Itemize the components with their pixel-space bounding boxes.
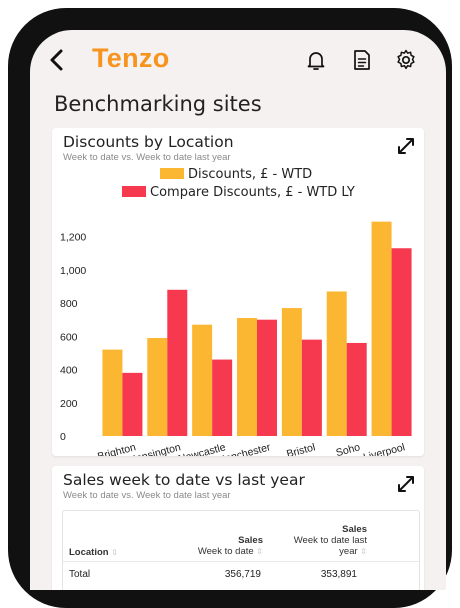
y-tick-label: 800 (60, 298, 78, 310)
bar (102, 349, 123, 436)
column-header-location[interactable]: Location ⇳ (69, 547, 118, 558)
bar (301, 339, 322, 436)
card-subtitle: Week to date vs. Week to date last year (63, 152, 231, 163)
y-tick-label: 0 (60, 431, 66, 443)
back-arrow-icon[interactable] (44, 46, 70, 74)
table-cell-sales-last-year: 353,891 (320, 569, 357, 580)
table-divider (63, 561, 419, 562)
bar (346, 342, 367, 436)
bar (147, 337, 168, 436)
sales-table: Location ⇳ Sales Week to date ⇳ Sales We… (62, 510, 420, 590)
bar (281, 308, 302, 436)
bell-icon[interactable] (304, 48, 328, 72)
y-tick-label: 200 (60, 398, 78, 410)
x-tick-label: Liverpool (362, 441, 406, 456)
legend-swatch (160, 168, 184, 179)
card-title: Sales week to date vs last year (63, 471, 305, 489)
sort-icon: ⇳ (111, 548, 118, 557)
card-title: Discounts by Location (63, 133, 234, 151)
legend-swatch (122, 186, 146, 197)
x-tick-label: Kensington (128, 441, 182, 456)
card-subtitle: Week to date vs. Week to date last year (63, 490, 231, 501)
y-tick-label: 400 (60, 365, 78, 377)
bar (326, 291, 347, 436)
legend-label: Discounts, £ - WTD (188, 167, 312, 182)
bar (237, 318, 257, 436)
bar (167, 289, 188, 436)
gear-icon[interactable] (394, 48, 418, 72)
legend-label: Compare Discounts, £ - WTD LY (150, 185, 355, 200)
y-tick-label: 1,000 (60, 265, 86, 277)
bar (257, 319, 277, 436)
discounts-chart-card: Discounts by Location Week to date vs. W… (52, 128, 424, 456)
sales-table-card: Sales week to date vs last year Week to … (52, 466, 424, 590)
app-logo: Tenzo (92, 43, 170, 73)
x-tick-label: Bristol (285, 441, 316, 456)
bar (192, 324, 213, 436)
x-tick-label: Soho (335, 441, 362, 456)
y-tick-label: 1,200 (60, 232, 86, 244)
document-icon[interactable] (350, 48, 374, 72)
expand-icon[interactable] (396, 136, 416, 156)
table-cell-location: Total (69, 569, 91, 580)
bar (391, 248, 412, 436)
sort-icon: ⇳ (256, 547, 263, 556)
column-header-sales[interactable]: Sales Week to date ⇳ (197, 535, 263, 557)
bar (371, 221, 392, 436)
discounts-bar-chart: Discounts, £ - WTD Compare Discounts, £ -… (60, 167, 412, 456)
page-title: Benchmarking sites (54, 92, 262, 116)
phone-frame: Tenzo Benchmarking sites Discounts by Lo… (8, 8, 452, 608)
bar (212, 359, 233, 436)
sort-icon: ⇳ (360, 547, 367, 556)
bar (122, 372, 143, 436)
top-bar: Tenzo (30, 30, 446, 92)
table-cell-sales: 356,719 (224, 569, 261, 580)
app-screen: Tenzo Benchmarking sites Discounts by Lo… (30, 30, 446, 590)
column-header-sales-last-year[interactable]: Sales Week to date last year ⇳ (293, 524, 367, 557)
expand-icon[interactable] (396, 474, 416, 494)
y-tick-label: 600 (60, 331, 78, 343)
